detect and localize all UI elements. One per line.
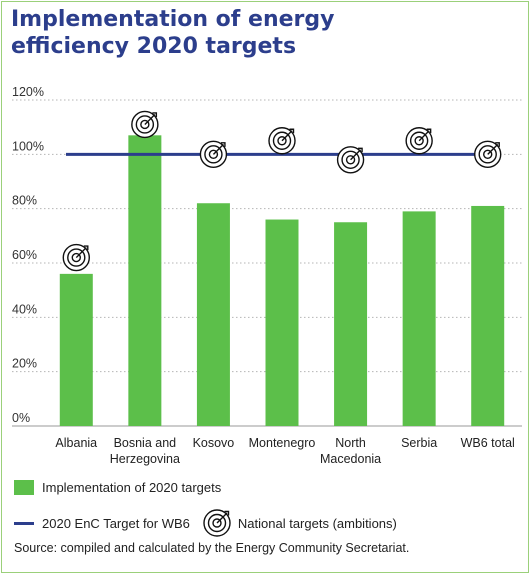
x-tick-label: Kosovo (193, 436, 235, 450)
bar-chart: 0% 20% 40% 60% 80% 100% 120% Albania Bosnia and H… (12, 85, 522, 466)
legend-swatch-blue-line (14, 521, 34, 525)
y-tick-label: 60% (12, 248, 37, 262)
legend-icon-label: National targets (ambitions) (237, 515, 397, 531)
target-icon (62, 243, 90, 272)
y-tick-label: 100% (12, 139, 44, 153)
bar (59, 273, 93, 426)
bar (196, 203, 230, 426)
y-tick-label: 20% (12, 357, 37, 371)
target-icon (199, 140, 228, 169)
chart-title: Implementation of energy efficiency 2020… (11, 6, 334, 60)
legend-line-label: 2020 EnC Target for WB6 (42, 515, 190, 531)
x-tick-label: Bosnia and (114, 436, 177, 450)
bar (128, 135, 162, 427)
bar (471, 205, 505, 426)
x-tick-label: Montenegro (249, 436, 316, 450)
target-icon (405, 127, 433, 155)
x-tick-label: Albania (55, 436, 97, 450)
y-tick-label: 120% (12, 85, 44, 99)
x-tick-label: Herzegovina (110, 452, 180, 466)
y-tick-label: 0% (12, 411, 30, 425)
legend-bars-label: Implementation of 2020 targets (42, 480, 222, 495)
bar (265, 219, 299, 426)
y-tick-label: 40% (12, 302, 37, 316)
chart-title-line2: efficiency 2020 targets (11, 34, 297, 59)
bar (334, 222, 368, 426)
bar (402, 211, 436, 426)
source-note: Source: compiled and calculated by the E… (14, 541, 410, 555)
target-icon (336, 146, 365, 174)
x-tick-label: Serbia (401, 436, 437, 450)
x-tick-label: WB6 total (461, 436, 515, 450)
legend-item-bars: Implementation of 2020 targets (14, 480, 221, 495)
x-tick-label: North (335, 436, 366, 450)
target-icon (268, 127, 296, 155)
target-icon (131, 110, 159, 139)
legend-swatch-green (14, 480, 34, 495)
target-icon (203, 509, 231, 537)
legend-item-line: 2020 EnC Target for WB6 National targets… (14, 508, 397, 538)
y-tick-label: 80% (12, 194, 37, 208)
target-icon (474, 140, 502, 169)
x-tick-label: Macedonia (320, 452, 381, 466)
chart-title-line1: Implementation of energy (11, 7, 335, 32)
